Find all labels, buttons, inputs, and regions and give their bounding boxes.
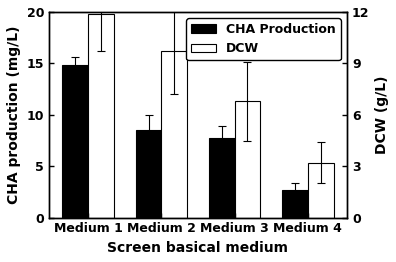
- X-axis label: Screen basical medium: Screen basical medium: [107, 241, 289, 255]
- Y-axis label: CHA production (mg/L): CHA production (mg/L): [7, 25, 21, 204]
- Bar: [88, 14, 114, 218]
- Y-axis label: DCW (g/L): DCW (g/L): [375, 75, 389, 154]
- Bar: [308, 163, 333, 218]
- Bar: [282, 190, 308, 218]
- Bar: [209, 138, 235, 218]
- Bar: [63, 66, 88, 218]
- Bar: [161, 51, 187, 218]
- Bar: [136, 130, 161, 218]
- Bar: [235, 101, 260, 218]
- Legend: CHA Production, DCW: CHA Production, DCW: [186, 18, 341, 61]
